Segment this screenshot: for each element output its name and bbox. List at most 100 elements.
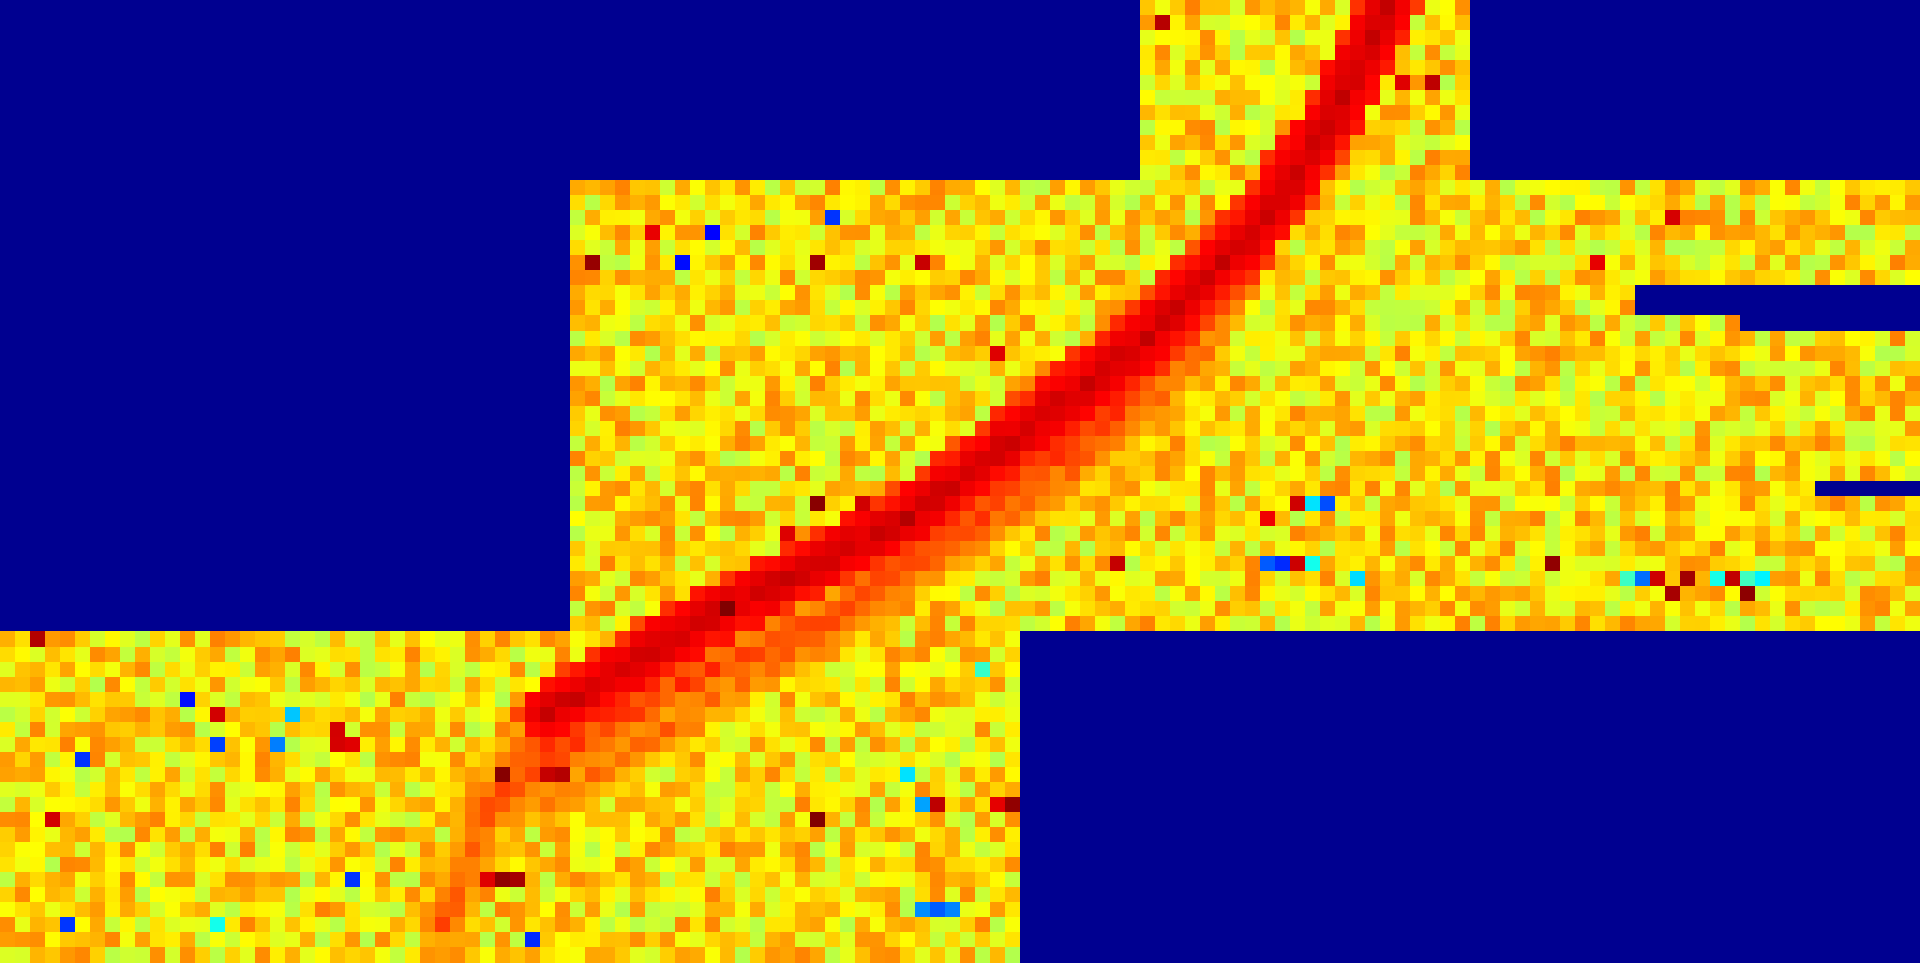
heatmap-cell (345, 857, 360, 872)
heatmap-cell (615, 692, 630, 707)
heatmap-cell (1155, 60, 1170, 75)
heatmap-cell (930, 270, 945, 285)
heatmap-cell (1245, 15, 1260, 30)
heatmap-cell (780, 376, 795, 391)
heatmap-cell (1290, 30, 1305, 45)
heatmap-cell (930, 361, 945, 376)
heatmap-cell (1470, 571, 1485, 586)
heatmap-cell (855, 436, 870, 451)
heatmap-cell (870, 722, 885, 737)
heatmap-cell (1710, 346, 1725, 361)
heatmap-cell (195, 647, 210, 662)
heatmap-cell (1770, 421, 1785, 436)
heatmap-cell (1650, 346, 1665, 361)
heatmap-cell (1485, 225, 1500, 240)
heatmap-cell (750, 662, 765, 677)
heatmap-cell (1575, 436, 1590, 451)
heatmap-cell (660, 767, 675, 782)
heatmap-cell (660, 180, 675, 195)
heatmap-cell (1725, 436, 1740, 451)
heatmap-cell (1695, 481, 1710, 496)
heatmap-cell (1635, 255, 1650, 270)
heatmap-cell (1350, 331, 1365, 346)
heatmap-cell (1860, 391, 1875, 406)
heatmap-cell (390, 692, 405, 707)
heatmap-cell (1410, 300, 1425, 315)
heatmap-cell (720, 631, 735, 647)
heatmap-cell (645, 180, 660, 195)
heatmap-cell (990, 932, 1005, 947)
heatmap-cell (990, 421, 1005, 436)
heatmap-cell (1215, 90, 1230, 105)
heatmap-cell (1395, 180, 1410, 195)
heatmap-cell (1515, 331, 1530, 346)
heatmap-cell (1245, 361, 1260, 376)
heatmap-cell (1425, 120, 1440, 135)
heatmap-cell (1125, 240, 1140, 255)
heatmap-cell (495, 631, 510, 647)
heatmap-cell (30, 797, 45, 812)
heatmap-cell (1035, 571, 1050, 586)
heatmap-cell (405, 662, 420, 677)
heatmap-cell (1335, 165, 1350, 180)
heatmap-cell (600, 225, 615, 240)
heatmap-cell (1485, 180, 1500, 195)
heatmap-cell (1425, 526, 1440, 541)
heatmap-cell (1890, 331, 1905, 346)
heatmap-cell (360, 857, 375, 872)
heatmap-cell (840, 616, 855, 631)
heatmap-cell (1245, 346, 1260, 361)
heatmap-cell (1275, 511, 1290, 526)
heatmap-cell (1620, 300, 1635, 315)
heatmap-cell (915, 180, 930, 195)
heatmap-cell (150, 631, 165, 647)
heatmap-cell (1560, 451, 1575, 466)
heatmap-cell (870, 285, 885, 300)
heatmap-cell (720, 601, 735, 616)
heatmap-cell (870, 361, 885, 376)
heatmap-cell (1800, 331, 1815, 346)
heatmap-cell (1665, 421, 1680, 436)
heatmap-cell (1095, 601, 1110, 616)
heatmap-cell (1590, 240, 1605, 255)
heatmap-cell (1425, 150, 1440, 165)
heatmap-cell (750, 541, 765, 556)
heatmap-cell (1305, 511, 1320, 526)
heatmap-cell (840, 902, 855, 917)
heatmap-cell (675, 436, 690, 451)
heatmap-cell (1215, 361, 1230, 376)
heatmap-cell (1620, 586, 1635, 601)
heatmap-cell (600, 647, 615, 662)
heatmap-cell (510, 902, 525, 917)
heatmap-cell (735, 707, 750, 722)
heatmap-cell (240, 842, 255, 857)
heatmap-cell (930, 331, 945, 346)
heatmap-cell (600, 782, 615, 797)
heatmap-cell (135, 692, 150, 707)
heatmap-cell (825, 902, 840, 917)
heatmap-cell (180, 872, 195, 887)
heatmap-cell (660, 195, 675, 210)
heatmap-cell (75, 842, 90, 857)
heatmap-cell (1395, 331, 1410, 346)
heatmap-cell (1155, 225, 1170, 240)
heatmap-cell (1065, 586, 1080, 601)
heatmap-cell (975, 571, 990, 586)
heatmap-cell (990, 737, 1005, 752)
heatmap-cell (315, 752, 330, 767)
heatmap-cell (0, 947, 15, 963)
heatmap-cell (1545, 436, 1560, 451)
heatmap-cell (900, 722, 915, 737)
heatmap-cell (1425, 315, 1440, 331)
heatmap-cell (1380, 165, 1395, 180)
heatmap-cell (90, 631, 105, 647)
heatmap-cell (840, 421, 855, 436)
heatmap-cell (1215, 255, 1230, 270)
heatmap-cell (1395, 541, 1410, 556)
heatmap-cell (855, 601, 870, 616)
heatmap-cell (660, 616, 675, 631)
heatmap-cell (990, 210, 1005, 225)
heatmap-cell (735, 797, 750, 812)
heatmap-cell (1275, 60, 1290, 75)
heatmap-cell (1020, 466, 1035, 481)
